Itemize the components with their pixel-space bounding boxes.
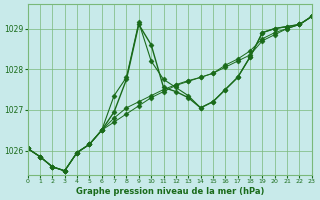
X-axis label: Graphe pression niveau de la mer (hPa): Graphe pression niveau de la mer (hPa) xyxy=(76,187,264,196)
